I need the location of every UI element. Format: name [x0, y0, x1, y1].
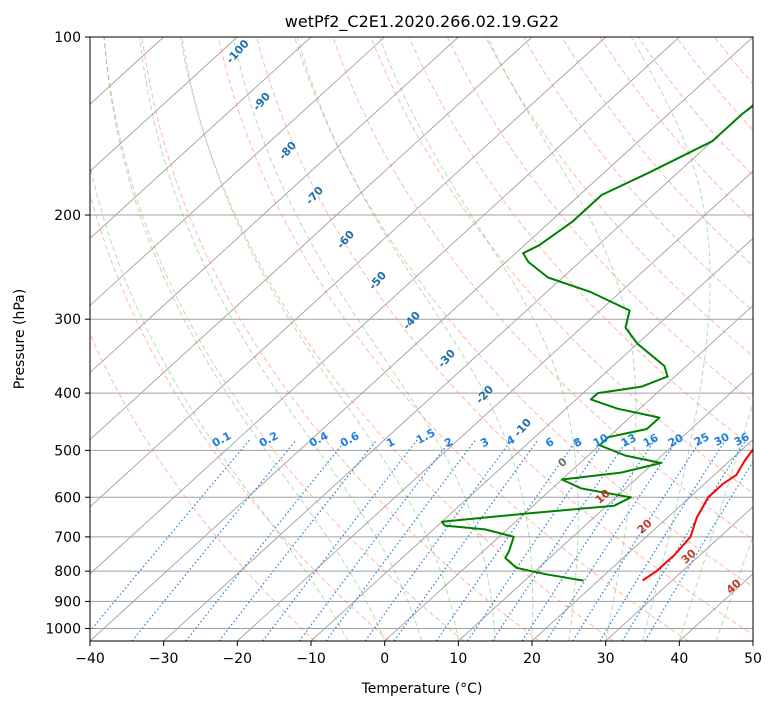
- isotherm-line: [90, 37, 312, 239]
- x-tick-label: 10: [449, 651, 467, 667]
- isotherm-line: [237, 170, 753, 641]
- dry-adiabat-lines: [90, 37, 753, 641]
- mixing-ratio-line: [90, 439, 251, 632]
- dry-adiabat-line: [141, 37, 540, 641]
- dewpoint-profile-line: [440, 104, 753, 582]
- y-tick-label: 1000: [45, 621, 81, 637]
- moist-adiabat-line: [296, 37, 534, 641]
- moist-adiabat-line: [715, 535, 753, 641]
- plot-area: -100-90-80-70-60-50-40-30-20-10010203040…: [90, 37, 753, 641]
- y-tick-label: 900: [54, 594, 81, 610]
- mixing-ratio-line: [644, 460, 753, 641]
- sounding-profiles: [440, 104, 753, 582]
- dry-adiabat-line: [294, 37, 753, 588]
- mixing-ratio-lines: [90, 439, 753, 641]
- x-axis: −40 −30 −20 −10 0 10 20 30 40 50: [75, 641, 762, 667]
- y-tick-label: 500: [54, 443, 81, 459]
- x-tick-label: 40: [670, 651, 688, 667]
- mixing-ratio-line: [131, 439, 297, 641]
- mixing-ratio-line: [364, 439, 512, 641]
- isotherm-line: [310, 237, 753, 641]
- isotherm-line: [90, 37, 753, 641]
- dry-adiabat-line: [256, 37, 753, 636]
- y-tick-label: 800: [54, 564, 81, 580]
- isotherm-lines: [90, 37, 753, 641]
- y-axis: 100 200 300 400 500 600 700 800 900 1000: [45, 30, 90, 637]
- moist-adiabat-line: [232, 37, 496, 641]
- dry-adiabat-line: [103, 37, 465, 641]
- x-tick-label: −10: [296, 651, 326, 667]
- x-tick-label: 50: [744, 651, 762, 667]
- mixing-ratio-label: 10: [591, 431, 611, 450]
- mixing-ratio-line: [621, 439, 747, 641]
- isotherm-line: [458, 371, 753, 641]
- moist-adiabat-line: [486, 37, 637, 641]
- dry-adiabat-line: [217, 37, 689, 641]
- isotherm-line: [531, 439, 753, 641]
- temperature-profile-line: [641, 447, 753, 582]
- x-tick-label: 30: [597, 651, 615, 667]
- y-tick-label: 400: [54, 386, 81, 402]
- isotherm-line: [90, 37, 459, 374]
- isotherm-line: [384, 304, 753, 641]
- isotherm-line: [90, 37, 385, 307]
- mixing-ratio-line: [491, 439, 629, 641]
- isotherm-line: [605, 506, 753, 641]
- chart-title: wetPf2_C2E1.2020.266.02.19.G22: [285, 12, 559, 32]
- mixing-ratio-line: [466, 439, 606, 641]
- pressure-gridlines: [90, 37, 753, 629]
- mixing-ratio-line: [599, 439, 727, 641]
- dry-adiabat-line: [90, 333, 316, 641]
- y-tick-label: 600: [54, 490, 81, 506]
- moist-adiabat-line: [630, 37, 711, 641]
- x-tick-label: 20: [523, 651, 541, 667]
- y-tick-label: 700: [54, 530, 81, 546]
- x-tick-label: −30: [149, 651, 179, 667]
- isotherm-line: [90, 37, 533, 441]
- dry-adiabat-line: [179, 37, 614, 641]
- mixing-ratio-line: [218, 439, 378, 641]
- plot-frame: [89, 36, 754, 642]
- y-axis-label: Pressure (hPa): [12, 289, 28, 389]
- y-tick-label: 100: [54, 30, 81, 46]
- mixing-ratio-label: 30: [712, 430, 732, 449]
- isotherm-line: [90, 37, 680, 575]
- moist-adiabat-line: [181, 37, 459, 641]
- mixing-ratio-label: 13: [619, 431, 639, 450]
- mixing-ratio-line: [435, 439, 578, 641]
- isotherm-line: [90, 37, 606, 508]
- x-tick-label: 0: [380, 651, 389, 667]
- mixing-ratio-line: [298, 439, 452, 641]
- y-tick-label: 300: [54, 312, 81, 328]
- mixing-ratio-label: 20: [666, 431, 686, 450]
- mixing-ratio-line: [545, 439, 678, 641]
- mixing-ratio-label: 25: [692, 430, 712, 449]
- dry-adiabat-line: [523, 37, 753, 312]
- moist-adiabat-line: [90, 163, 349, 641]
- x-axis-label: Temperature (°C): [361, 681, 483, 697]
- dry-adiabat-line: [446, 37, 753, 403]
- mixing-ratio-label: 36: [732, 430, 752, 449]
- dry-adiabat-line: [370, 37, 753, 494]
- x-tick-label: −20: [223, 651, 253, 667]
- moist-adiabat-line: [139, 37, 422, 641]
- y-tick-label: 200: [54, 208, 81, 224]
- moist-adiabat-line: [678, 400, 753, 641]
- mixing-ratio-label: 16: [641, 431, 661, 450]
- x-tick-label: −40: [75, 651, 105, 667]
- mixing-ratio-line: [325, 439, 476, 641]
- mixing-ratio-line: [572, 439, 702, 641]
- isotherm-line: [90, 37, 238, 172]
- mixing-ratio-line: [521, 439, 656, 641]
